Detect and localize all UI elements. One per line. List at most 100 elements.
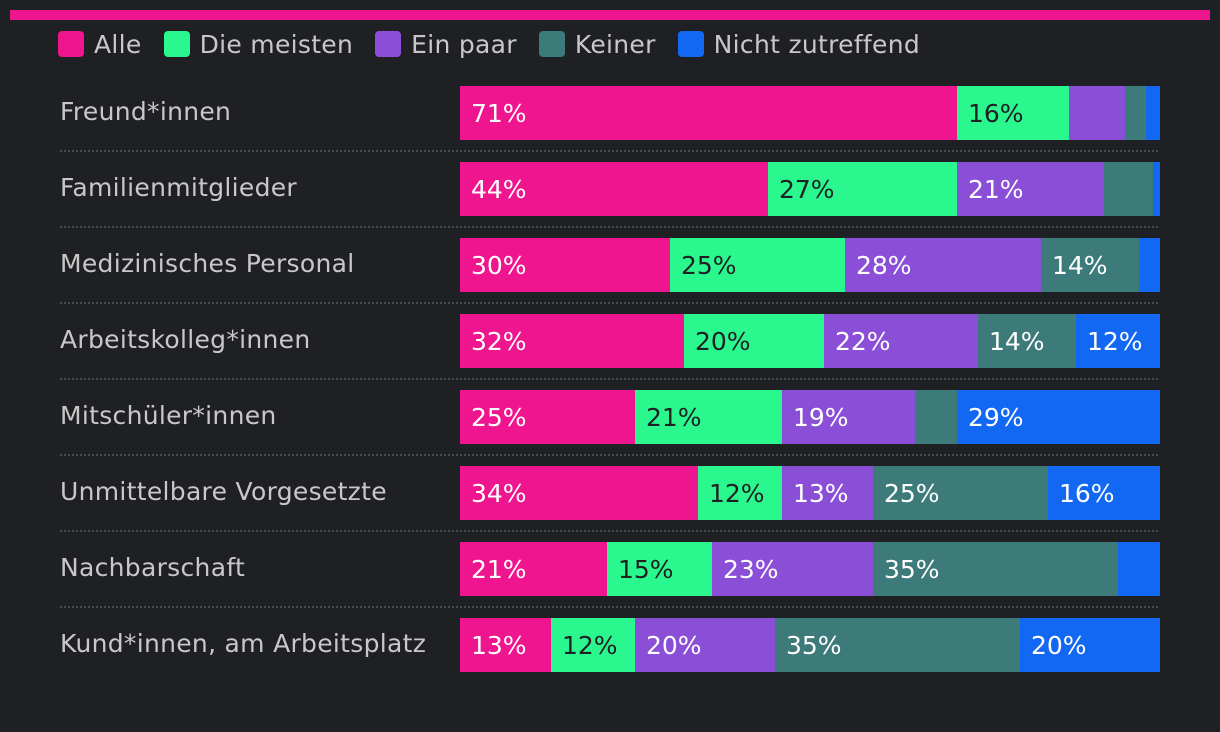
data-label-nachbarschaft-die-meisten: 15%: [618, 555, 674, 584]
bar-segment-familienmitglieder-ein-paar: [957, 162, 1104, 216]
bar-segment-medizinisches-personal-nicht-zutreffend: [1139, 238, 1160, 292]
legend-swatch-keiner: [538, 31, 565, 57]
data-label-medizinisches-personal-die-meisten: 25%: [681, 251, 737, 280]
bar-segment-mitschüler-innen-keiner: [915, 390, 957, 444]
bar-segment-nachbarschaft-keiner: [873, 542, 1118, 596]
data-label-kund-innen-am-arbeitsplatz-die-meisten: 12%: [562, 631, 618, 660]
data-label-medizinisches-personal-keiner: 14%: [1052, 251, 1108, 280]
bar-segment-freund-innen-alle: [460, 86, 957, 140]
category-label-familienmitglieder: Familienmitglieder: [60, 173, 297, 202]
data-label-familienmitglieder-ein-paar: 21%: [968, 175, 1024, 204]
legend-label-nicht-zutreffend: Nicht zutreffend: [713, 29, 921, 59]
bar-segment-nachbarschaft-ein-paar: [712, 542, 873, 596]
bar-segment-mitschüler-innen-die-meisten: [635, 390, 782, 444]
data-label-nachbarschaft-alle: 21%: [471, 555, 527, 584]
bar-segment-arbeitskolleg-innen-die-meisten: [684, 314, 824, 368]
data-label-unmittelbare-vorgesetzte-alle: 34%: [471, 479, 527, 508]
data-label-freund-innen-die-meisten: 16%: [968, 99, 1024, 128]
bar-segment-arbeitskolleg-innen-alle: [460, 314, 684, 368]
data-label-arbeitskolleg-innen-nicht-zutreffend: 12%: [1087, 327, 1143, 356]
bar-segment-mitschüler-innen-nicht-zutreffend: [957, 390, 1160, 444]
bar-segment-kund-innen-am-arbeitsplatz-ein-paar: [635, 618, 775, 672]
category-label-nachbarschaft: Nachbarschaft: [60, 553, 245, 582]
legend-item-die-meisten: Die meisten: [163, 29, 354, 59]
data-label-unmittelbare-vorgesetzte-keiner: 25%: [884, 479, 940, 508]
bar-row-medizinisches-personal: Medizinisches Personal 30% 25% 28% 14%: [60, 238, 1160, 304]
bar-segment-freund-innen-nicht-zutreffend: [1146, 86, 1160, 140]
data-label-kund-innen-am-arbeitsplatz-nicht-zutreffend: 20%: [1031, 631, 1087, 660]
bar-segment-medizinisches-personal-alle: [460, 238, 670, 292]
bar-row-arbeitskolleg-innen: Arbeitskolleg*innen 32% 20% 22% 14% 12%: [60, 314, 1160, 380]
bar-segment-mitschüler-innen-ein-paar: [782, 390, 915, 444]
bar-segment-nachbarschaft-alle: [460, 542, 607, 596]
data-label-kund-innen-am-arbeitsplatz-alle: 13%: [471, 631, 527, 660]
bar-segment-freund-innen-keiner: [1125, 86, 1146, 140]
data-label-mitschüler-innen-alle: 25%: [471, 403, 527, 432]
bar-row-unmittelbare-vorgesetzte: Unmittelbare Vorgesetzte 34% 12% 13% 25% 16%: [60, 466, 1160, 532]
data-label-unmittelbare-vorgesetzte-ein-paar: 13%: [793, 479, 849, 508]
bar-segment-nachbarschaft-nicht-zutreffend: [1118, 542, 1160, 596]
bar-segment-nachbarschaft-die-meisten: [607, 542, 712, 596]
bar-segment-freund-innen-die-meisten: [957, 86, 1069, 140]
bar-segment-familienmitglieder-nicht-zutreffend: [1153, 162, 1160, 216]
legend-swatch-alle: [58, 31, 84, 57]
legend-item-alle: Alle: [58, 30, 142, 59]
legend-label-alle: Alle: [94, 29, 142, 59]
bar-segment-medizinisches-personal-keiner: [1041, 238, 1139, 292]
bar-segment-mitschüler-innen-alle: [460, 390, 635, 444]
bar-segment-familienmitglieder-die-meisten: [768, 162, 957, 216]
bar-segment-medizinisches-personal-die-meisten: [670, 238, 845, 292]
data-label-mitschüler-innen-die-meisten: 21%: [646, 403, 702, 432]
legend-label-ein-paar: Ein paar: [411, 29, 517, 59]
bar-segment-freund-innen-ein-paar: [1069, 86, 1125, 140]
legend-swatch-ein-paar: [375, 31, 402, 57]
legend-swatch-die-meisten: [163, 31, 190, 57]
data-label-medizinisches-personal-alle: 30%: [471, 251, 527, 280]
category-label-kund-innen-am-arbeitsplatz: Kund*innen, am Arbeitsplatz: [60, 629, 426, 658]
data-label-familienmitglieder-die-meisten: 27%: [779, 175, 835, 204]
category-label-freund-innen: Freund*innen: [60, 97, 231, 126]
bar-segment-familienmitglieder-keiner: [1104, 162, 1153, 216]
category-label-unmittelbare-vorgesetzte: Unmittelbare Vorgesetzte: [60, 477, 387, 506]
bar-row-freund-innen: Freund*innen 71% 16%: [60, 86, 1160, 152]
bar-segment-unmittelbare-vorgesetzte-die-meisten: [698, 466, 782, 520]
data-label-medizinisches-personal-ein-paar: 28%: [856, 251, 912, 280]
bar-segment-kund-innen-am-arbeitsplatz-die-meisten: [551, 618, 635, 672]
bar-segment-arbeitskolleg-innen-ein-paar: [824, 314, 978, 368]
data-label-nachbarschaft-ein-paar: 23%: [723, 555, 779, 584]
data-label-familienmitglieder-alle: 44%: [471, 175, 527, 204]
category-label-arbeitskolleg-innen: Arbeitskolleg*innen: [60, 325, 311, 354]
data-label-arbeitskolleg-innen-alle: 32%: [471, 327, 527, 356]
bar-segment-unmittelbare-vorgesetzte-keiner: [873, 466, 1048, 520]
data-label-arbeitskolleg-innen-keiner: 14%: [989, 327, 1045, 356]
data-label-arbeitskolleg-innen-die-meisten: 20%: [695, 327, 751, 356]
bar-segment-medizinisches-personal-ein-paar: [845, 238, 1041, 292]
data-label-freund-innen-alle: 71%: [471, 99, 527, 128]
bar-row-familienmitglieder: Familienmitglieder 44% 27% 21%: [60, 162, 1160, 228]
top-accent-bar: [10, 10, 1210, 20]
bar-segment-kund-innen-am-arbeitsplatz-nicht-zutreffend: [1020, 618, 1160, 672]
bar-segment-arbeitskolleg-innen-nicht-zutreffend: [1076, 314, 1160, 368]
bar-row-mitschüler-innen: Mitschüler*innen 25% 21% 19% 29%: [60, 390, 1160, 456]
legend-label-keiner: Keiner: [574, 29, 656, 59]
bar-segment-familienmitglieder-alle: [460, 162, 768, 216]
data-label-kund-innen-am-arbeitsplatz-ein-paar: 20%: [646, 631, 702, 660]
bar-segment-arbeitskolleg-innen-keiner: [978, 314, 1076, 368]
data-label-kund-innen-am-arbeitsplatz-keiner: 35%: [786, 631, 842, 660]
legend-label-die-meisten: Die meisten: [199, 29, 354, 59]
category-label-medizinisches-personal: Medizinisches Personal: [60, 249, 354, 278]
legend-swatch-nicht-zutreffend: [677, 31, 704, 57]
legend-item-ein-paar: Ein paar: [375, 30, 517, 59]
data-label-arbeitskolleg-innen-ein-paar: 22%: [835, 327, 891, 356]
data-label-mitschüler-innen-ein-paar: 19%: [793, 403, 849, 432]
bar-segment-kund-innen-am-arbeitsplatz-keiner: [775, 618, 1020, 672]
bar-segment-unmittelbare-vorgesetzte-alle: [460, 466, 698, 520]
bar-row-nachbarschaft: Nachbarschaft 21% 15% 23% 35%: [60, 542, 1160, 608]
chart-legend: Alle Die meisten Ein paar Keiner Nicht z…: [58, 26, 942, 62]
bar-segment-unmittelbare-vorgesetzte-ein-paar: [782, 466, 873, 520]
category-label-mitschüler-innen: Mitschüler*innen: [60, 401, 277, 430]
legend-item-nicht-zutreffend: Nicht zutreffend: [677, 29, 921, 59]
data-label-nachbarschaft-keiner: 35%: [884, 555, 940, 584]
data-label-unmittelbare-vorgesetzte-nicht-zutreffend: 16%: [1059, 479, 1115, 508]
bar-segment-unmittelbare-vorgesetzte-nicht-zutreffend: [1048, 466, 1160, 520]
